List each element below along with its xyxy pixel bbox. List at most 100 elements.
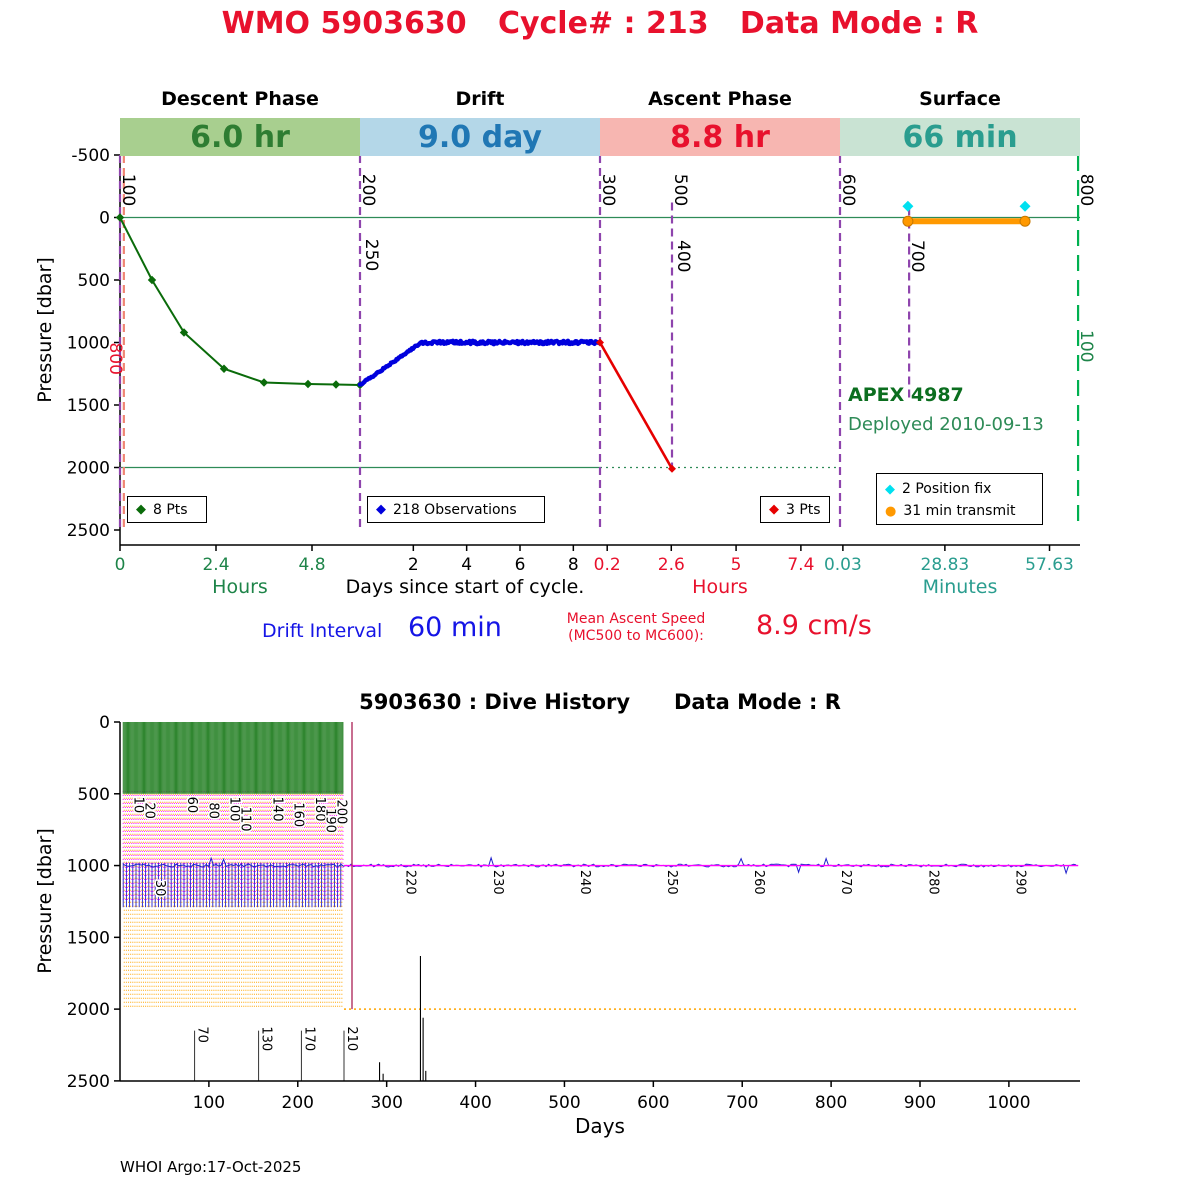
- deployed-date-label: Deployed 2010-09-13: [848, 414, 1044, 435]
- phase-band-ascent: 8.8 hr: [600, 118, 840, 156]
- svg-text:4: 4: [461, 555, 472, 575]
- svg-text:10: 10: [131, 797, 146, 814]
- svg-text:1000: 1000: [987, 1093, 1030, 1113]
- phase-header-ascent: Ascent Phase: [648, 88, 792, 110]
- svg-text:100: 100: [1076, 330, 1096, 362]
- legend-surface: ◆ 2 Position fix ● 31 min transmit: [876, 473, 1043, 525]
- svg-text:100: 100: [227, 797, 242, 822]
- svg-text:700: 700: [726, 1093, 758, 1113]
- ascent-speed-label: Mean Ascent Speed: [566, 611, 706, 627]
- svg-text:2500: 2500: [67, 521, 110, 541]
- svg-text:220: 220: [403, 870, 418, 895]
- svg-text:7.4: 7.4: [787, 555, 814, 575]
- legend-descent: ◆ 8 Pts: [127, 496, 207, 523]
- legend-drift: ◆ 218 Observations: [367, 496, 545, 523]
- circle-icon: ●: [885, 503, 897, 519]
- diamond-icon: ◆: [769, 502, 779, 517]
- svg-text:500: 500: [78, 271, 110, 291]
- legend-drift-label: 218 Observations: [393, 501, 517, 518]
- svg-text:800: 800: [815, 1093, 847, 1113]
- svg-text:280: 280: [925, 870, 940, 895]
- phase-header-drift: Drift: [455, 88, 505, 110]
- svg-text:500: 500: [548, 1093, 580, 1113]
- svg-text:700: 700: [907, 240, 927, 272]
- svg-text:210: 210: [344, 1026, 359, 1051]
- diamond-icon: ◆: [136, 502, 146, 517]
- phase-duration-ascent: 8.8 hr: [670, 119, 770, 155]
- svg-text:28.83: 28.83: [921, 555, 970, 575]
- svg-text:240: 240: [577, 870, 592, 895]
- svg-text:30: 30: [152, 880, 167, 897]
- footer-credit: WHOI Argo:17-Oct-2025: [120, 1158, 302, 1176]
- days-axis-label: Days: [575, 1114, 625, 1138]
- svg-text:100: 100: [193, 1093, 225, 1113]
- svg-text:4.8: 4.8: [298, 555, 325, 575]
- svg-text:500: 500: [670, 174, 690, 206]
- pressure-axis-label-top: Pressure [dbar]: [34, 257, 56, 403]
- legend-transmit-label: 31 min transmit: [903, 503, 1016, 519]
- axis-label-descent-hours: Hours: [212, 576, 268, 598]
- legend-fix-label: 2 Position fix: [902, 481, 992, 497]
- svg-text:60: 60: [184, 797, 199, 814]
- svg-text:900: 900: [904, 1093, 936, 1113]
- svg-text:260: 260: [751, 870, 766, 895]
- svg-text:1000: 1000: [67, 857, 110, 877]
- svg-text:600: 600: [637, 1093, 669, 1113]
- svg-text:170: 170: [301, 1026, 316, 1051]
- main-title: WMO 5903630 Cycle# : 213 Data Mode : R: [221, 6, 979, 41]
- phase-duration-surface: 66 min: [902, 119, 1018, 155]
- legend-ascent: ◆ 3 Pts: [760, 496, 830, 523]
- svg-text:290: 290: [1012, 870, 1027, 895]
- axis-label-drift-days: Days since start of cycle.: [345, 576, 585, 598]
- svg-text:300: 300: [598, 174, 618, 206]
- legend-position-fix-row: ◆ 2 Position fix: [885, 478, 1042, 500]
- svg-text:300: 300: [370, 1093, 402, 1113]
- svg-text:0: 0: [99, 713, 110, 733]
- phase-duration-descent: 6.0 hr: [190, 119, 290, 155]
- svg-text:270: 270: [838, 870, 853, 895]
- phase-band-descent: 6.0 hr: [120, 118, 360, 156]
- axis-label-ascent-hours: Hours: [692, 576, 748, 598]
- svg-text:200: 200: [282, 1093, 314, 1113]
- svg-text:80: 80: [205, 802, 220, 819]
- svg-text:70: 70: [195, 1026, 210, 1043]
- phase-band-surface: 66 min: [840, 118, 1080, 156]
- axis-label-surface-minutes: Minutes: [922, 576, 998, 598]
- svg-text:400: 400: [459, 1093, 491, 1113]
- svg-text:5: 5: [731, 555, 742, 575]
- phase-duration-drift: 9.0 day: [418, 119, 542, 155]
- svg-text:2000: 2000: [67, 459, 110, 479]
- svg-text:800: 800: [105, 343, 125, 375]
- svg-text:0: 0: [99, 209, 110, 229]
- svg-text:20: 20: [141, 802, 156, 819]
- drift-interval-value: 60 min: [408, 612, 502, 643]
- svg-text:1500: 1500: [67, 396, 110, 416]
- svg-text:0.2: 0.2: [594, 555, 621, 575]
- legend-descent-label: 8 Pts: [153, 501, 188, 518]
- float-model-label: APEX 4987: [848, 384, 964, 406]
- phase-header-surface: Surface: [919, 88, 1001, 110]
- phase-band-drift: 9.0 day: [360, 118, 600, 156]
- svg-text:6: 6: [515, 555, 526, 575]
- svg-text:57.63: 57.63: [1025, 555, 1074, 575]
- svg-text:200: 200: [333, 800, 348, 825]
- svg-text:-500: -500: [71, 146, 110, 166]
- svg-text:2000: 2000: [67, 1000, 110, 1020]
- svg-text:130: 130: [259, 1026, 274, 1051]
- legend-transmit-row: ● 31 min transmit: [885, 500, 1042, 522]
- svg-text:180: 180: [312, 797, 327, 822]
- diamond-icon: ◆: [376, 502, 386, 517]
- svg-text:200: 200: [358, 174, 378, 206]
- svg-text:2500: 2500: [67, 1072, 110, 1092]
- svg-text:100: 100: [118, 174, 138, 206]
- svg-text:800: 800: [1076, 174, 1096, 206]
- svg-text:0.03: 0.03: [824, 555, 862, 575]
- svg-text:400: 400: [673, 240, 693, 272]
- ascent-speed-value: 8.9 cm/s: [756, 610, 872, 641]
- svg-text:2: 2: [408, 555, 419, 575]
- diamond-icon: ◆: [885, 481, 895, 497]
- svg-text:600: 600: [838, 174, 858, 206]
- svg-text:230: 230: [490, 870, 505, 895]
- svg-text:190: 190: [323, 808, 338, 833]
